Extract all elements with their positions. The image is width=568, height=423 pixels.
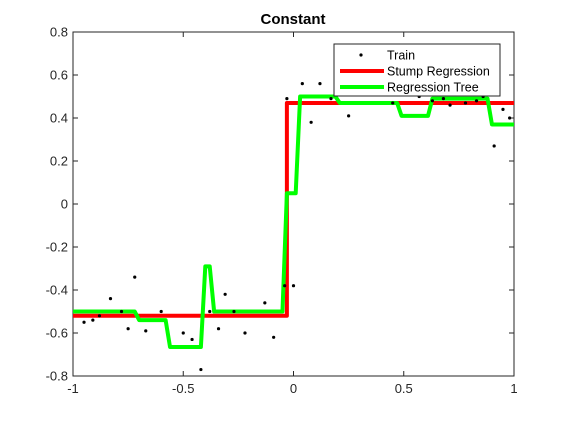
train-point bbox=[501, 107, 505, 111]
x-tick-label: 0.5 bbox=[395, 381, 413, 396]
train-point bbox=[190, 337, 194, 342]
train-point bbox=[82, 320, 86, 324]
train-point bbox=[108, 297, 113, 301]
y-tick-label: 0.2 bbox=[50, 154, 68, 169]
train-point bbox=[309, 120, 313, 124]
x-tick-label: -1 bbox=[67, 381, 79, 396]
y-tick-label: 0.4 bbox=[50, 111, 68, 126]
train-point bbox=[144, 329, 148, 333]
y-tick-label: -0.6 bbox=[46, 326, 68, 341]
train-point bbox=[291, 284, 296, 288]
train-point bbox=[133, 275, 137, 279]
legend-entry-regression-tree-label: Regression Tree bbox=[387, 81, 479, 95]
train-point bbox=[199, 367, 203, 372]
x-tick-label: 1 bbox=[510, 381, 517, 396]
legend-entry-train-marker bbox=[359, 53, 363, 57]
train-point bbox=[126, 327, 130, 331]
legend-entry-train-label: Train bbox=[387, 49, 415, 63]
x-tick-label: 0 bbox=[290, 381, 297, 396]
chart-title: Constant bbox=[261, 11, 326, 28]
y-tick-label: -0.2 bbox=[46, 240, 68, 255]
train-point bbox=[474, 99, 479, 103]
series-group bbox=[73, 82, 514, 372]
train-point bbox=[507, 116, 512, 120]
train-point bbox=[97, 314, 102, 318]
train-point bbox=[283, 284, 287, 288]
train-point bbox=[272, 335, 276, 339]
y-tick-label: 0.6 bbox=[50, 68, 68, 83]
y-tick-label: 0.8 bbox=[50, 25, 68, 40]
train-point bbox=[243, 331, 247, 335]
train-point bbox=[216, 327, 221, 331]
train-point bbox=[329, 97, 333, 101]
train-point bbox=[391, 101, 395, 105]
train-point bbox=[91, 318, 95, 322]
train-point bbox=[448, 103, 452, 107]
train-point bbox=[159, 309, 163, 314]
train-point bbox=[232, 309, 236, 314]
train-point bbox=[430, 99, 435, 103]
y-tick-label: -0.4 bbox=[46, 283, 68, 298]
train-point bbox=[347, 114, 351, 118]
legend: Train Stump Regression Regression Tree bbox=[333, 43, 501, 97]
train-point bbox=[181, 331, 185, 335]
train-point bbox=[492, 144, 496, 148]
train-point bbox=[463, 101, 468, 105]
train-point bbox=[285, 97, 289, 101]
y-tick-label: 0 bbox=[61, 197, 68, 212]
train-point bbox=[119, 309, 124, 314]
train-point bbox=[318, 82, 322, 86]
train-point bbox=[300, 82, 304, 86]
legend-entry-stump-regression-label: Stump Regression bbox=[387, 65, 490, 79]
train-point bbox=[208, 309, 212, 314]
x-tick-label: -0.5 bbox=[172, 381, 194, 396]
train-point bbox=[441, 97, 446, 101]
train-point bbox=[223, 292, 227, 296]
series-line-regression-tree bbox=[73, 94, 514, 349]
train-point bbox=[263, 301, 267, 305]
y-tick-label: -0.8 bbox=[46, 369, 68, 384]
